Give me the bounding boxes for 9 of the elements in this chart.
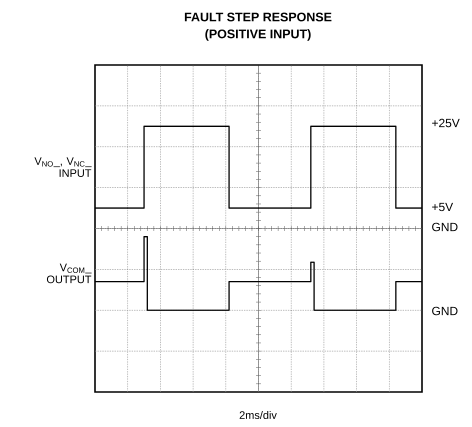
chart-title: FAULT STEP RESPONSE	[184, 12, 332, 22]
chart-subtitle: (POSITIVE INPUT)	[205, 29, 311, 41]
text: +25V	[432, 118, 460, 128]
text: +5V	[432, 202, 454, 212]
text: V$_{NO}$_, V$_{NC}$_ INPUT	[34, 157, 92, 177]
series-label: V$_{COM}$_ OUTPUT	[46, 264, 92, 284]
text: GND	[432, 222, 458, 232]
text: GND	[432, 306, 458, 316]
text: 2ms/div	[240, 410, 277, 420]
